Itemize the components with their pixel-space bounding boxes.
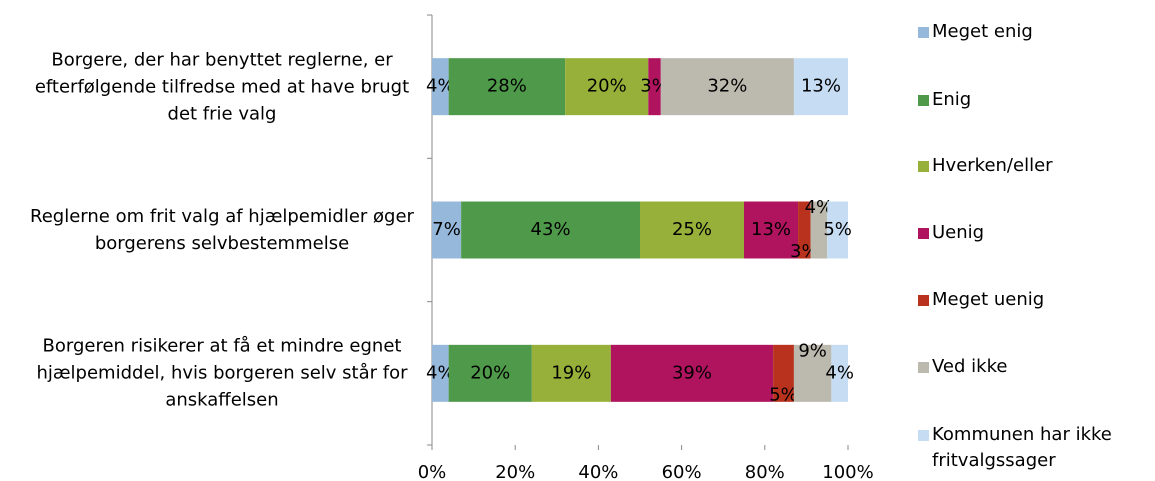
legend-swatch xyxy=(918,27,929,38)
data-label: 13% xyxy=(801,76,841,97)
data-label: 4% xyxy=(426,362,455,383)
bar-segment xyxy=(432,344,449,402)
data-label: 5% xyxy=(823,219,852,240)
legend-item: Kommunen har ikke fritvalgssager xyxy=(918,422,1152,474)
data-label: 4% xyxy=(825,362,854,383)
legend-label: Hverken/eller xyxy=(932,155,1053,176)
legend-item: Ved ikke xyxy=(918,354,1152,380)
legend-label: Ved ikke xyxy=(932,356,1008,377)
legend-swatch xyxy=(918,362,929,373)
bar-segment xyxy=(640,201,744,259)
x-tick-label: 20% xyxy=(495,462,535,481)
bar-segment xyxy=(461,201,640,259)
legend-item: Uenig xyxy=(918,220,1152,246)
data-label: 43% xyxy=(531,219,571,240)
bar-segment xyxy=(565,58,649,116)
x-tick-label: 60% xyxy=(662,462,702,481)
data-label: 20% xyxy=(587,76,627,97)
bar-segment xyxy=(432,58,449,116)
x-tick-label: 80% xyxy=(745,462,785,481)
legend-item: Meget uenig xyxy=(918,287,1152,313)
legend-item: Meget enig xyxy=(918,19,1152,45)
bar-segment xyxy=(827,201,848,259)
category-label: Reglerne om frit valg af hjælpemidler øg… xyxy=(30,206,414,254)
category-label: Borgeren risikerer at få et mindre egnet… xyxy=(36,335,408,411)
bar-segment xyxy=(798,201,811,259)
legend-swatch xyxy=(918,228,929,239)
bar-segment xyxy=(610,344,774,402)
data-label: 4% xyxy=(426,76,455,97)
legend-label: Meget enig xyxy=(932,21,1033,42)
data-label: 32% xyxy=(707,76,747,97)
data-label: 28% xyxy=(487,76,527,97)
legend-swatch xyxy=(918,430,929,441)
bar-segment xyxy=(810,201,828,259)
legend-swatch xyxy=(918,95,929,106)
data-label: 25% xyxy=(672,219,712,240)
category-label: Borgere, der har benyttet reglerne, er e… xyxy=(34,49,410,125)
bar-segment xyxy=(831,344,848,402)
x-tick-label: 40% xyxy=(578,462,618,481)
legend-swatch xyxy=(918,161,929,172)
legend-label: Enig xyxy=(932,89,972,110)
bar-segment xyxy=(660,58,794,116)
bar-segment xyxy=(744,201,799,259)
x-tick-label: 0% xyxy=(418,462,447,481)
data-label: 4% xyxy=(805,197,834,218)
bar-segment xyxy=(432,201,462,259)
data-label: 5% xyxy=(769,384,798,405)
legend-label: Uenig xyxy=(932,222,985,243)
data-label: 7% xyxy=(432,219,461,240)
x-tick-label: 100% xyxy=(822,462,873,481)
bar-segment xyxy=(773,344,794,402)
data-label: 19% xyxy=(551,362,591,383)
bar-segment xyxy=(531,344,611,402)
legend-item: Enig xyxy=(918,87,1152,113)
data-label: 20% xyxy=(470,362,510,383)
bar-segment xyxy=(448,58,566,116)
data-label: 9% xyxy=(798,340,827,361)
legend-label: Kommunen har ikke fritvalgssager xyxy=(932,424,1112,471)
legend-item: Hverken/eller xyxy=(918,153,1152,179)
bar-segment xyxy=(648,58,661,116)
data-label: 39% xyxy=(672,362,712,383)
bar-segment xyxy=(793,58,848,116)
data-label: 13% xyxy=(751,219,791,240)
bar-segment xyxy=(448,344,532,402)
bar-segment xyxy=(793,344,832,402)
legend-swatch xyxy=(918,295,929,306)
legend-label: Meget uenig xyxy=(932,289,1045,310)
